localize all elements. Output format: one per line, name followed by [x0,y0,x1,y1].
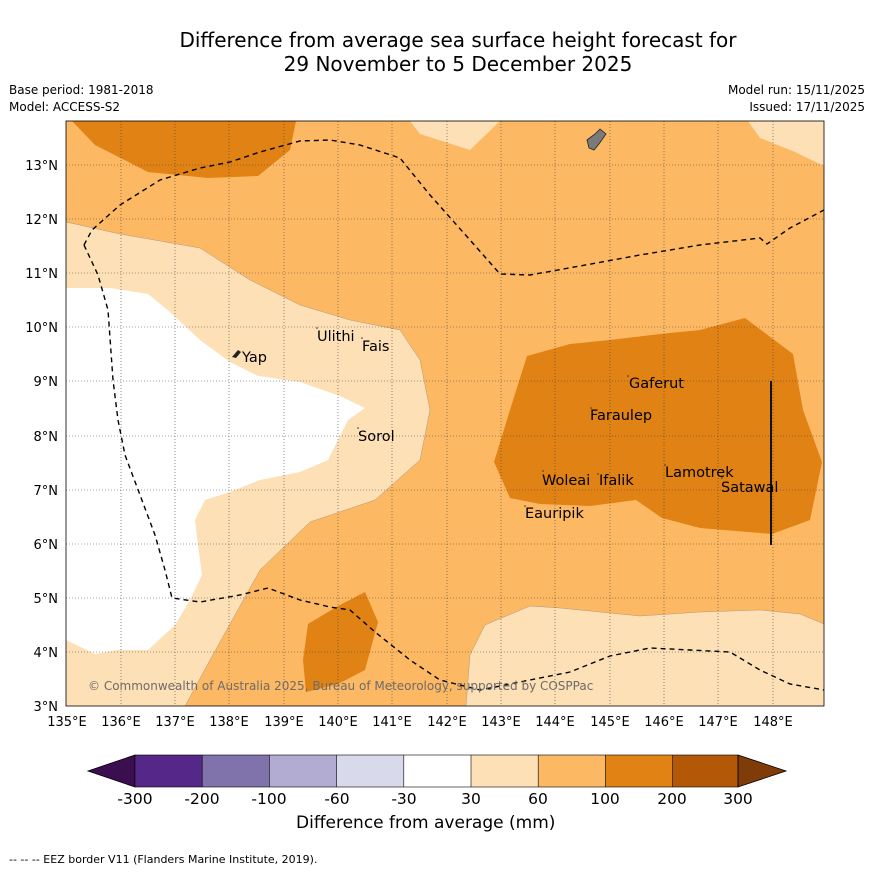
colorbar-title: Difference from average (mm) [296,813,556,833]
contour-30-60-south [466,606,824,706]
place-label: Ifalik [599,473,634,489]
lat-tick-label: 4°N [34,646,59,661]
contour-30-60-north [410,121,500,150]
colorbar-extend-high [737,754,788,788]
colorbar-segment [135,755,203,787]
lat-tick-label: 11°N [25,267,58,282]
contour-100-200-south [303,592,378,692]
contour-neutral [66,288,365,654]
lat-tick-label: 8°N [34,430,59,445]
lon-tick-label: 142°E [427,715,467,730]
title-line-1: Difference from average sea surface heig… [179,28,737,52]
lon-tick-label: 139°E [264,715,304,730]
colorbar-segment [269,755,337,787]
yap-island [232,350,241,358]
gridlines [66,121,824,706]
lon-tick-label: 136°E [101,715,141,730]
contour-lines [66,221,824,706]
colorbar-segment [403,755,471,787]
map-area: Ulithi Fais Yap Sorol Gaferut Faraulep W… [66,121,824,706]
metadata-left: Base period: 1981-2018 Model: ACCESS-S2 [9,82,154,116]
model-run: Model run: 15/11/2025 [727,83,865,97]
lon-tick-label: 143°E [481,715,521,730]
base-period: Base period: 1981-2018 [9,83,154,97]
lat-tick-label: 13°N [25,159,58,174]
lon-tick-label: 145°E [590,715,630,730]
lon-tick-label: 140°E [318,715,358,730]
eez-border [83,139,824,691]
map-frame [65,120,825,707]
colorbar-segment [538,755,606,787]
colorbar: -300 -200 -100 -60 -30 30 60 100 200 300 [86,754,788,808]
place-label: Satawal [721,480,778,496]
lon-tick-label: 141°E [372,715,412,730]
colorbar-tick: -30 [391,790,416,808]
copyright-notice: © Commonwealth of Australia 2025, Bureau… [88,679,593,693]
place-label: Eauripik [525,506,584,522]
colorbar-tick: 30 [461,790,481,808]
metadata-right: Model run: 15/11/2025 Issued: 17/11/2025 [728,82,865,116]
contour-30-60-northeast [748,121,824,166]
colorbar-segment [605,755,673,787]
issued-date: Issued: 17/11/2025 [749,100,865,114]
colorbar-tick: 300 [723,790,753,808]
place-label: Sorol [358,429,395,445]
colorbar-tick: 200 [657,790,687,808]
lon-tick-label: 137°E [155,715,195,730]
chart-title: Difference from average sea surface heig… [0,28,873,76]
place-label: Fais [362,339,389,355]
lat-tick-label: 5°N [34,592,59,607]
island-markers [316,327,723,507]
colorbar-dividers [134,754,739,788]
colorbar-tick: -300 [117,790,152,808]
latitude-labels: 3°N 4°N 5°N 6°N 7°N 8°N 9°N 10°N 11°N 12… [25,159,58,715]
lat-tick-label: 7°N [34,484,59,499]
place-labels: Ulithi Fais Yap Sorol Gaferut Faraulep W… [241,329,778,522]
lon-tick-label: 144°E [535,715,575,730]
place-label: Ulithi [317,329,355,345]
place-label: Yap [241,350,267,366]
colorbar-tick-labels: -300 -200 -100 -60 -30 30 60 100 200 300 [117,790,752,808]
lat-tick-label: 6°N [34,538,59,553]
lon-tick-label: 148°E [753,715,793,730]
model-name: Model: ACCESS-S2 [9,100,121,114]
colorbar-segment [336,755,404,787]
guam-island [586,128,607,151]
lon-tick-label: 146°E [644,715,684,730]
lat-tick-label: 9°N [34,375,59,390]
contour-100-200-east [494,318,822,534]
eez-legend-footer: -- -- -- EEZ border V11 (Flanders Marine… [9,853,318,866]
place-label: Woleai [542,473,590,489]
lon-tick-label: 135°E [47,715,87,730]
lon-tick-label: 147°E [698,715,738,730]
colorbar-tick: 100 [590,790,620,808]
contour-100-200-north [72,121,296,178]
colorbar-tick: -100 [251,790,286,808]
place-label: Faraulep [590,408,652,424]
colorbar-segment [202,755,270,787]
lon-tick-label: 138°E [209,715,249,730]
place-label: Lamotrek [665,465,734,481]
colorbar-tick: 60 [528,790,548,808]
colorbar-extend-low [86,754,136,788]
colorbar-segment [471,755,539,787]
title-line-2: 29 November to 5 December 2025 [283,52,633,76]
colorbar-tick: -200 [184,790,219,808]
lat-tick-label: 12°N [25,213,58,228]
longitude-labels: 135°E 136°E 137°E 138°E 139°E 140°E 141°… [47,715,793,730]
lat-tick-label: 10°N [25,321,58,336]
colorbar-tick: -60 [324,790,349,808]
colorbar-segment [672,755,738,787]
place-label: Gaferut [629,376,684,392]
lat-tick-label: 3°N [34,700,59,715]
